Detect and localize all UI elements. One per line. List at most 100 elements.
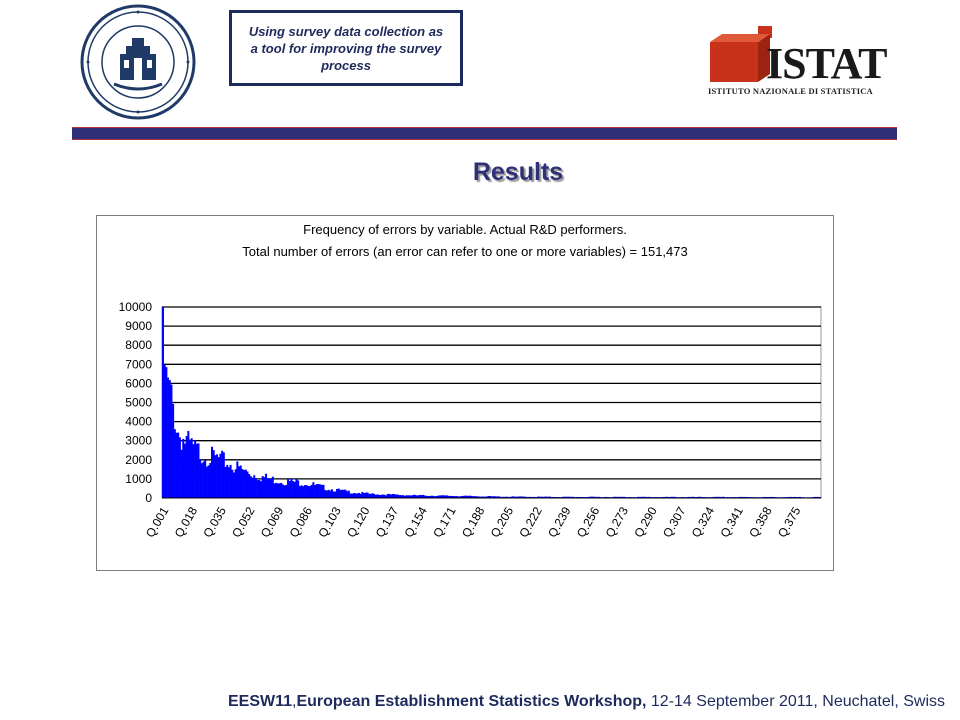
bar (717, 496, 720, 498)
bar (337, 488, 340, 498)
bar (292, 481, 295, 498)
bar (234, 469, 237, 498)
bar (582, 496, 585, 498)
x-tick-label: Q.205 (488, 504, 517, 540)
bar (768, 496, 771, 498)
bar (278, 483, 281, 498)
bar (506, 496, 509, 498)
bar (260, 481, 262, 498)
bar (692, 496, 695, 498)
bar (532, 496, 535, 498)
bar (743, 496, 746, 498)
bar (358, 492, 360, 498)
chart-title-line2: Total number of errors (an error can ref… (242, 244, 688, 259)
bar (395, 494, 398, 498)
bar (172, 403, 175, 498)
bar (714, 496, 717, 498)
bar (310, 484, 313, 498)
bar (190, 438, 193, 498)
bar (214, 455, 217, 498)
bar (636, 496, 639, 498)
bar (575, 496, 578, 498)
bar (819, 496, 822, 498)
bar (270, 478, 273, 498)
bar (243, 470, 246, 498)
bar (329, 490, 332, 498)
bar (249, 476, 252, 498)
bar (374, 494, 377, 498)
bar (189, 439, 192, 498)
bar (391, 494, 394, 498)
bar (432, 495, 435, 498)
bar (540, 496, 543, 498)
bar (322, 484, 325, 498)
bar (352, 493, 355, 498)
bar (565, 496, 568, 498)
bar (410, 495, 413, 498)
y-tick-label: 10000 (119, 300, 153, 314)
bar (744, 496, 747, 498)
y-tick-label: 9000 (125, 319, 152, 333)
bar (239, 465, 242, 498)
y-tick-label: 1000 (125, 472, 152, 486)
bar (217, 457, 220, 498)
x-tick-label: Q.154 (401, 504, 430, 540)
bar (221, 450, 224, 498)
error-frequency-bar-chart: 0 1000 2000 3000 4000 5000 6000 7000 8000 9000 100… (119, 300, 822, 540)
bar (739, 496, 742, 498)
bar (388, 493, 391, 498)
bar (359, 493, 362, 498)
bar (207, 465, 210, 498)
bar (439, 495, 442, 498)
bar (412, 494, 415, 498)
bar (344, 489, 347, 498)
bar (434, 496, 437, 498)
x-tick-label: Q.239 (545, 504, 574, 540)
bar (461, 496, 464, 498)
bar (604, 496, 607, 498)
bar (641, 496, 644, 498)
x-tick-label: Q.324 (689, 504, 718, 540)
y-tick-label: 8000 (125, 338, 152, 352)
bar (547, 496, 550, 498)
bar (521, 496, 524, 498)
bar (211, 446, 213, 498)
bar (197, 443, 200, 498)
y-tick-label: 2000 (125, 453, 152, 467)
bar (481, 496, 484, 498)
bar (501, 496, 504, 498)
bar (618, 496, 621, 498)
bar (346, 491, 349, 498)
bar (640, 496, 643, 498)
bar (287, 478, 290, 498)
y-tick-label: 3000 (125, 434, 152, 448)
bar (276, 483, 279, 498)
bar (417, 495, 420, 498)
bar (471, 496, 474, 498)
bar (643, 496, 646, 498)
x-tick-label: Q.341 (717, 504, 746, 540)
bar (493, 496, 496, 498)
bar (667, 496, 670, 498)
bar (183, 443, 186, 498)
bar (538, 496, 541, 498)
bar (513, 496, 516, 498)
bar (673, 496, 676, 498)
bar (420, 495, 423, 498)
bar (518, 496, 521, 498)
bar (619, 496, 622, 498)
bar (712, 496, 715, 498)
bar (515, 496, 518, 498)
presentation-subtitle: Using survey data collection as a tool f… (248, 23, 444, 73)
x-tick-label: Q.001 (143, 504, 172, 540)
y-tick-label: 4000 (125, 415, 152, 429)
bar (616, 496, 619, 498)
bar (663, 496, 666, 498)
bar (508, 496, 511, 498)
bar (339, 489, 342, 498)
bar (766, 496, 769, 498)
bar (386, 494, 389, 498)
bar (202, 461, 205, 498)
bar (376, 494, 379, 498)
bar (369, 493, 372, 498)
